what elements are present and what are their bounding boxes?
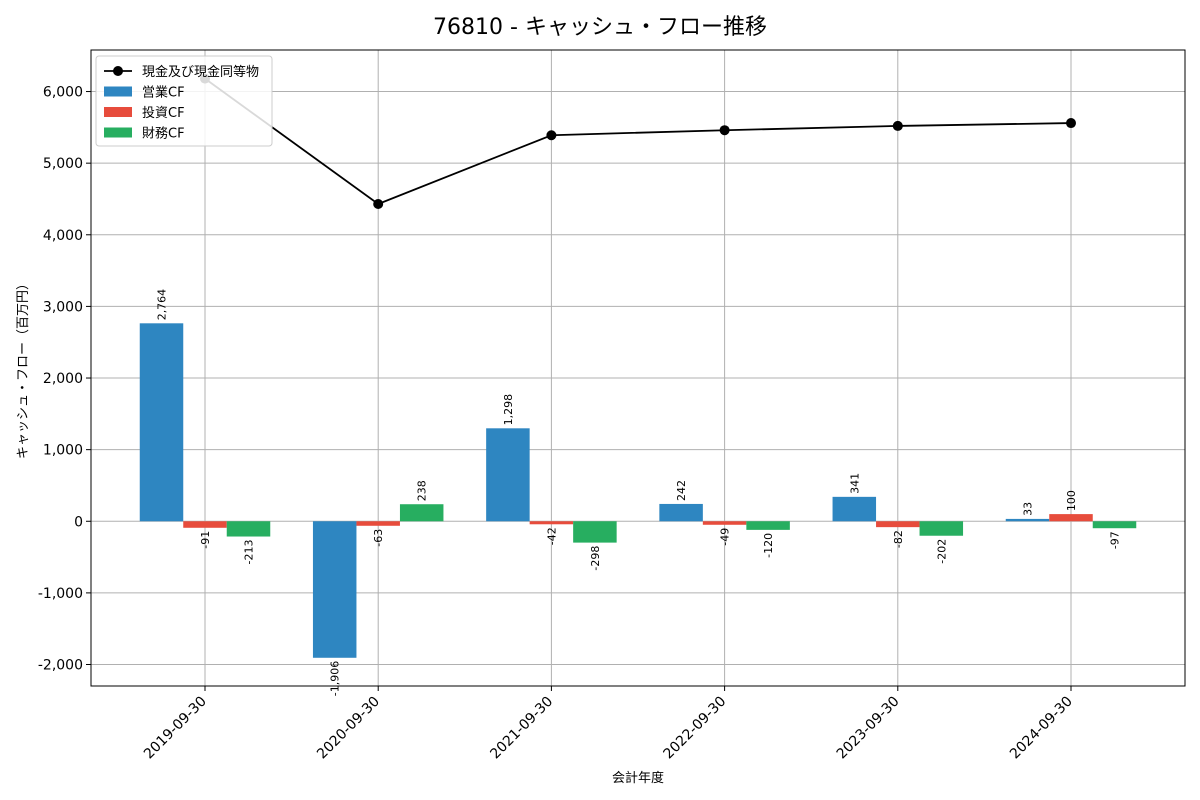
chart-title: 76810 - キャッシュ・フロー推移 (433, 15, 767, 40)
bar-投資CF (876, 521, 920, 528)
legend-entry-label: 営業CF (142, 85, 185, 101)
x-tick-label: 2021-09-30 (487, 694, 556, 763)
bar-value-label: -63 (372, 529, 385, 547)
bar-財務CF (399, 504, 444, 522)
legend-bar-swatch (104, 107, 132, 117)
bar-営業CF (659, 503, 703, 522)
bar-value-label: 33 (1022, 502, 1035, 516)
cash-line-point (1066, 118, 1076, 129)
bars (139, 323, 1137, 658)
y-axis-label: キャッシュ・フロー（百万円） (16, 277, 31, 459)
bar-営業CF (486, 428, 530, 522)
bar-財務CF (226, 521, 271, 537)
cash-line-point (546, 130, 557, 141)
y-tick-label: 5,000 (43, 156, 83, 172)
bar-投資CF (1049, 514, 1093, 522)
x-tick-label: 2019-09-30 (141, 694, 210, 763)
y-axis-ticks: -2,000 -1,000 0 1,000 2,000 3,000 4,000 5,000 6,… (38, 85, 91, 674)
bar-value-label: 100 (1065, 490, 1078, 511)
bar-財務CF (746, 521, 790, 530)
bar-財務CF (573, 521, 617, 543)
bar-value-label: -82 (892, 530, 905, 548)
bar-value-label: -42 (545, 527, 558, 545)
y-tick-label: 0 (74, 514, 83, 530)
bar-投資CF (356, 521, 400, 526)
bar-value-label: 341 (848, 473, 861, 494)
y-tick-label: 2,000 (43, 371, 83, 387)
x-tick-label: 2020-09-30 (314, 694, 383, 763)
legend-entry-label: 財務CF (142, 127, 185, 142)
y-tick-label: 4,000 (43, 228, 83, 244)
bar-value-label: -213 (243, 540, 256, 565)
bar-value-label: 238 (416, 480, 429, 501)
bar-value-label: 242 (675, 480, 688, 501)
legend-box (95, 55, 273, 147)
y-tick-label: 3,000 (43, 299, 83, 315)
bar-value-label: -49 (719, 528, 732, 546)
y-tick-label: -1,000 (38, 586, 83, 602)
cash-line-point (719, 125, 730, 136)
bar-value-label: -202 (935, 539, 948, 564)
x-axis-ticks: 2019-09-30 2020-09-30 2021-09-30 2022-09-30… (141, 686, 1076, 762)
legend-bar-swatch (104, 86, 132, 97)
bar-投資CF (183, 521, 227, 528)
bar-財務CF (919, 521, 964, 536)
bar-labels: 2,764 -1,906 1,298 242 341 33 -91 -63 -42 -49 -82 1… (156, 289, 1122, 696)
bar-投資CF (702, 521, 747, 525)
legend-entry-label: 現金及び現金同等物 (142, 64, 259, 80)
x-axis-label: 会計年度 (612, 770, 664, 786)
y-tick-label: -2,000 (38, 658, 83, 674)
cash-line-path (204, 77, 1072, 206)
cash-line-point (892, 120, 903, 131)
bar-value-label: -1,906 (329, 661, 342, 696)
legend-marker-swatch (113, 66, 123, 76)
bar-value-label: -120 (762, 533, 775, 558)
cash-line-point (373, 198, 384, 209)
bar-営業CF (832, 496, 877, 522)
legend-entry-label: 投資CF (142, 105, 185, 121)
bar-value-label: 1,298 (502, 394, 515, 426)
bar-value-label: -91 (199, 531, 212, 549)
x-tick-label: 2022-09-30 (661, 694, 730, 763)
bar-value-label: -97 (1109, 531, 1122, 549)
bar-value-label: -298 (589, 546, 602, 571)
x-tick-label: 2024-09-30 (1007, 694, 1076, 763)
plot-frame (90, 49, 1186, 687)
bar-営業CF (139, 323, 184, 522)
bar-営業CF (1005, 518, 1050, 522)
bar-営業CF (312, 521, 357, 658)
y-tick-label: 1,000 (43, 443, 83, 459)
y-tick-label: 6,000 (43, 85, 83, 101)
x-tick-label: 2023-09-30 (834, 694, 903, 763)
legend-bar-swatch (104, 127, 132, 138)
bar-投資CF (529, 521, 574, 525)
bar-value-label: 2,764 (156, 289, 169, 321)
bar-財務CF (1092, 521, 1137, 529)
cash-line (200, 73, 1076, 209)
grid-lines (91, 50, 1185, 686)
